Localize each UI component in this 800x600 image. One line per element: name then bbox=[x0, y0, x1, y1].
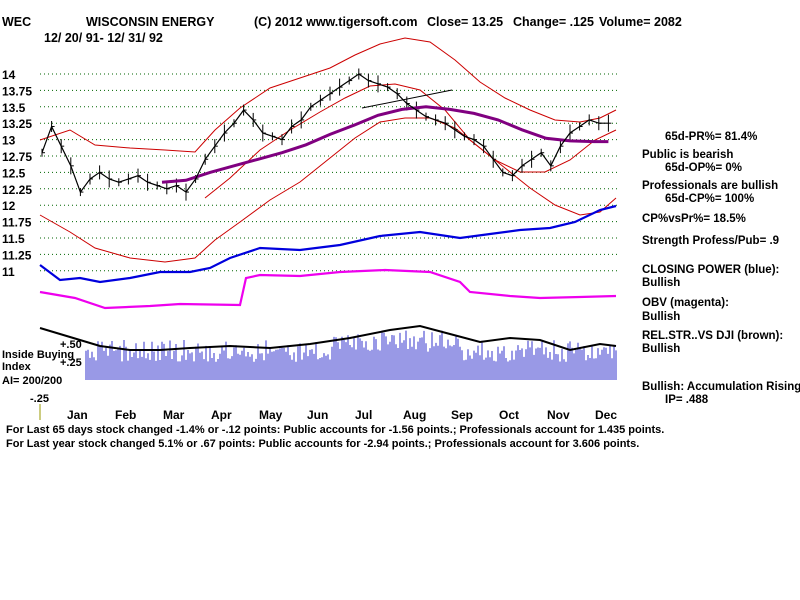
date-range: 12/ 20/ 91- 12/ 31/ 92 bbox=[44, 31, 163, 45]
y-tick-label: 11.75 bbox=[2, 216, 32, 230]
x-tick-label: Feb bbox=[115, 408, 136, 422]
relative-strength-line bbox=[39, 324, 617, 352]
y-tick-label: 13.5 bbox=[2, 101, 26, 115]
y-tick-label: 12.25 bbox=[2, 183, 32, 197]
ticker-symbol: WEC bbox=[2, 15, 31, 29]
x-tick-label: Jun bbox=[307, 408, 328, 422]
y-tick-label: 11.25 bbox=[2, 248, 32, 262]
x-tick-label: May bbox=[259, 408, 283, 422]
y-tick-label: 12.5 bbox=[2, 166, 26, 180]
lower-band bbox=[39, 117, 617, 263]
y-tick-label: 12.75 bbox=[2, 150, 32, 164]
cp-value: 65d-CP%= 100% bbox=[665, 193, 754, 205]
closing-power-label: CLOSING POWER (blue): bbox=[642, 264, 779, 276]
moving-average-line bbox=[161, 105, 609, 184]
y-tick-label: 11.5 bbox=[2, 232, 25, 246]
close-value: Close= 13.25 bbox=[427, 15, 503, 29]
plus50-label: +.50 bbox=[60, 339, 82, 351]
closing-power-line bbox=[39, 204, 617, 284]
index-label: Index bbox=[2, 361, 32, 373]
x-tick-label: Oct bbox=[499, 408, 519, 422]
relstr-label: REL.STR..VS DJI (brown): bbox=[642, 330, 783, 342]
x-tick-label: Jan bbox=[67, 408, 88, 422]
x-tick-label: Aug bbox=[403, 408, 426, 422]
y-tick-label: 13.25 bbox=[2, 117, 32, 131]
volume-bars bbox=[85, 330, 617, 380]
inside-buying-label: Inside Buying bbox=[2, 349, 74, 361]
x-tick-label: Mar bbox=[163, 408, 185, 422]
closing-power-value: Bullish bbox=[642, 277, 680, 289]
y-tick-label: 12 bbox=[2, 199, 16, 213]
y-axis-labels: 14 13.75 13.5 13.25 13 12.75 12.5 12.25 12 11.75 1… bbox=[2, 68, 32, 279]
ai-label: AI= 200/200 bbox=[2, 375, 62, 387]
ip-value: IP= .488 bbox=[665, 394, 709, 406]
accumulation-label: Bullish: Accumulation Rising bbox=[642, 381, 800, 393]
minus25-label: -.25 bbox=[30, 393, 49, 405]
change-value: Change= .125 bbox=[513, 15, 594, 29]
copyright-text: (C) 2012 www.tigersoft.com bbox=[254, 15, 417, 29]
x-axis-labels: Jan Feb Mar Apr May Jun Jul Aug Sep Oct Nov Dec bbox=[67, 408, 617, 422]
obv-line bbox=[39, 268, 617, 310]
plus25-label: +.25 bbox=[60, 357, 82, 369]
public-bearish: Public is bearish bbox=[642, 149, 733, 161]
relstr-value: Bullish bbox=[642, 343, 680, 355]
grid-lines bbox=[40, 73, 620, 272]
volume-value: Volume= 2082 bbox=[599, 15, 682, 29]
x-tick-label: Dec bbox=[595, 408, 617, 422]
strength-value: Strength Profess/Pub= .9 bbox=[642, 235, 779, 247]
x-tick-label: Apr bbox=[211, 408, 232, 422]
y-tick-label: 13.75 bbox=[2, 84, 32, 98]
obv-label: OBV (magenta): bbox=[642, 297, 729, 309]
pros-bullish: Professionals are bullish bbox=[642, 180, 778, 192]
obv-value: Bullish bbox=[642, 311, 680, 323]
company-name: WISCONSIN ENERGY bbox=[86, 15, 215, 29]
inner-band bbox=[204, 83, 617, 199]
y-tick-label: 11 bbox=[2, 265, 15, 279]
footer-line-2: For Last year stock changed 5.1% or .67 … bbox=[6, 438, 639, 450]
close-price-line bbox=[41, 73, 609, 194]
x-tick-label: Sep bbox=[451, 408, 473, 422]
footer-line-1: For Last 65 days stock changed -1.4% or … bbox=[6, 424, 664, 436]
x-tick-label: Jul bbox=[355, 408, 372, 422]
op-value: 65d-OP%= 0% bbox=[665, 162, 742, 174]
cp-vs-pr: CP%vsPr%= 18.5% bbox=[642, 213, 746, 225]
upper-band bbox=[39, 37, 617, 153]
y-tick-label: 13 bbox=[2, 134, 16, 148]
x-tick-label: Nov bbox=[547, 408, 570, 422]
pr-value: 65d-PR%= 81.4% bbox=[665, 131, 757, 143]
y-tick-label: 14 bbox=[2, 68, 16, 82]
